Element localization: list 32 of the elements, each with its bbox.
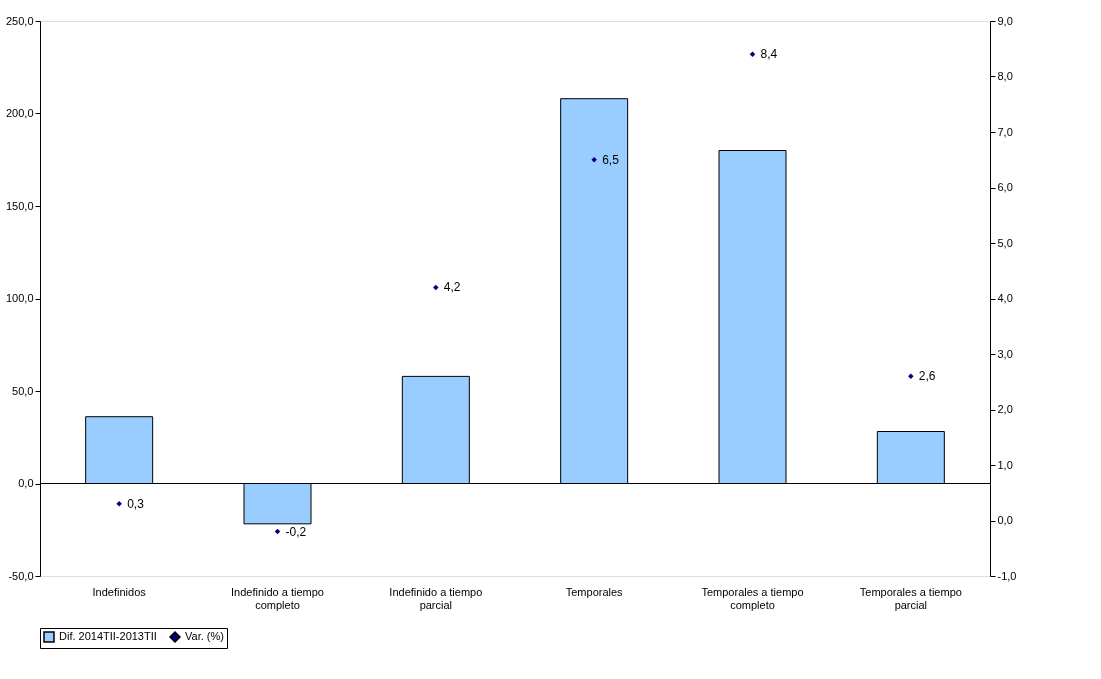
legend-label: Dif. 2014TII-2013TII bbox=[59, 630, 157, 642]
data-label: 0,3 bbox=[127, 496, 145, 511]
y2-tick-label: 3,0 bbox=[997, 347, 1013, 360]
y2-tick-label: 7,0 bbox=[997, 125, 1013, 138]
x-tick-label: Indefinido a tiempo completo bbox=[231, 585, 324, 611]
y2-tick-label: 2,0 bbox=[997, 403, 1013, 415]
y2-tick-label: 6,0 bbox=[997, 181, 1013, 193]
x-tick-label: Temporales a tiempo parcial bbox=[859, 585, 962, 611]
y-tick-label: 200,0 bbox=[5, 107, 34, 119]
legend-label: Var. (%) bbox=[185, 630, 224, 642]
y2-tick-label: 0,0 bbox=[997, 514, 1013, 526]
y2-tick-label: 8,0 bbox=[997, 70, 1013, 82]
y2-tick-label: 9,0 bbox=[997, 14, 1013, 27]
y-tick-label: 150,0 bbox=[5, 199, 34, 212]
x-tick-label: Temporales a tiempo completo bbox=[701, 585, 804, 611]
data-label: 6,5 bbox=[602, 152, 620, 167]
y2-tick-label: 1,0 bbox=[997, 458, 1013, 471]
data-label: -0,2 bbox=[285, 524, 307, 539]
x-tick-label: Indefinido a tiempo parcial bbox=[389, 585, 483, 611]
y-tick-label: 250,0 bbox=[5, 14, 34, 27]
y2-tick-label: 4,0 bbox=[997, 292, 1013, 304]
y-tick-label: 50,0 bbox=[12, 384, 34, 397]
y-tick-label: -50,0 bbox=[8, 569, 34, 582]
y2-tick-label: 5,0 bbox=[997, 236, 1013, 249]
data-label: 2,6 bbox=[918, 369, 936, 384]
x-tick-label: Temporales bbox=[565, 585, 624, 598]
data-label: 4,2 bbox=[443, 280, 461, 295]
y-tick-label: 100,0 bbox=[5, 292, 34, 304]
y2-tick-label: -1,0 bbox=[997, 569, 1017, 582]
y-tick-label: 0,0 bbox=[18, 477, 34, 489]
x-tick-label: Indefinidos bbox=[92, 585, 147, 598]
data-label: 8,4 bbox=[760, 47, 778, 62]
